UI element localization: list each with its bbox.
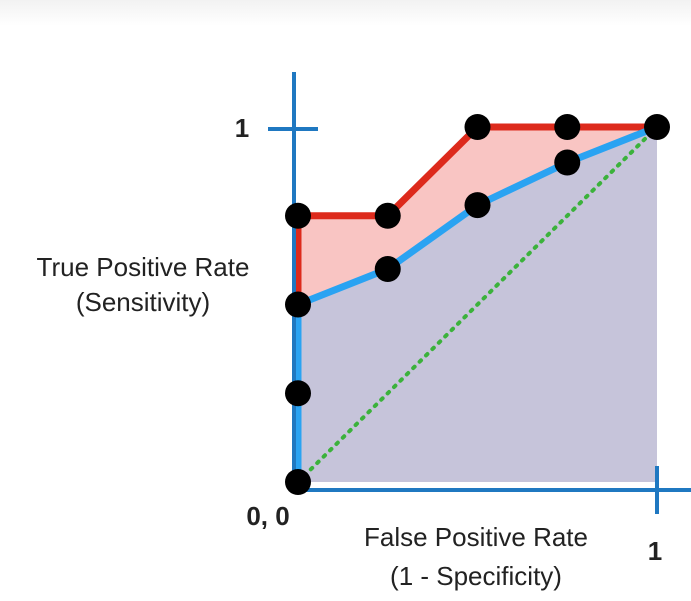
x-axis-sublabel: (1 - Specificity) xyxy=(390,561,562,591)
data-markers xyxy=(285,114,670,495)
series-lines xyxy=(294,123,661,486)
data-point-1 xyxy=(285,380,311,407)
data-point-0 xyxy=(285,469,311,495)
axes xyxy=(268,72,691,514)
data-point-7 xyxy=(464,192,491,219)
origin-label: 0, 0 xyxy=(246,501,289,531)
data-point-8 xyxy=(554,114,581,140)
data-point-5 xyxy=(374,256,401,282)
series-0-line xyxy=(294,123,661,486)
series-2-line xyxy=(296,125,659,484)
data-point-9 xyxy=(554,149,581,176)
y-axis-label: True Positive Rate xyxy=(37,252,250,282)
data-point-4 xyxy=(374,202,401,229)
data-point-10 xyxy=(644,114,670,140)
y-tick-label-1: 1 xyxy=(235,113,249,143)
data-point-2 xyxy=(285,291,311,318)
data-point-6 xyxy=(464,114,491,140)
x-tick-label-1: 1 xyxy=(648,536,662,566)
series-1-line xyxy=(294,123,661,486)
x-axis-label: False Positive Rate xyxy=(364,522,588,552)
data-point-3 xyxy=(285,202,311,229)
y-axis-sublabel: (Sensitivity) xyxy=(76,287,210,317)
